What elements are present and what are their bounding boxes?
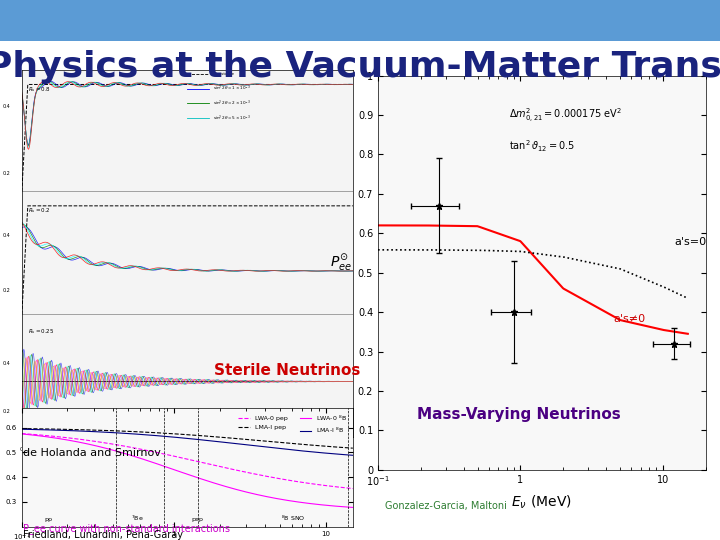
Text: Mass-Varying Neutrinos: Mass-Varying Neutrinos: [418, 407, 621, 422]
LWA-0 $^8$B: [348, 504, 357, 511]
LMA-I pep: [297, 441, 305, 448]
LMA-I pep: [17, 426, 26, 432]
LMA-I pep: [318, 443, 326, 449]
LWA-0 pep: [215, 463, 223, 469]
LMA-I pep: [220, 434, 229, 441]
Line: LWA-0 $^8$B: LWA-0 $^8$B: [22, 434, 353, 508]
LWA-0 pep: [19, 430, 27, 437]
Text: pep: pep: [192, 517, 203, 522]
Text: $\sin^2 2\theta=5\times10^{-3}$: $\sin^2 2\theta=5\times10^{-3}$: [212, 113, 251, 123]
LMA-I pep: [348, 445, 357, 451]
LWA-0 $^8$B: [213, 481, 222, 487]
LMA-I pep: [215, 434, 223, 440]
Text: $R_s=0.8$: $R_s=0.8$: [28, 85, 51, 94]
Text: Friedland, Lunardini, Pena-Garay: Friedland, Lunardini, Pena-Garay: [23, 530, 183, 540]
Text: $^8$B SNO: $^8$B SNO: [281, 514, 305, 523]
LWA-0 $^8$B: [215, 481, 223, 488]
Text: P_ee curve with non-standard interactions: P_ee curve with non-standard interaction…: [23, 523, 230, 534]
LMA-I pep: [19, 426, 27, 432]
Text: New Physics at the Vacuum-Matter Transition?: New Physics at the Vacuum-Matter Transit…: [0, 51, 720, 84]
LWA-0 $^8$B: [318, 502, 326, 508]
Text: $\tan^2\vartheta_{12}=0.5$: $\tan^2\vartheta_{12}=0.5$: [509, 139, 575, 154]
LWA-0 pep: [213, 463, 222, 469]
LWA-0 $^8$B: [17, 430, 26, 437]
Text: 0.4: 0.4: [3, 361, 11, 367]
Text: 0.4: 0.4: [3, 233, 11, 238]
LMA-I pep: [213, 434, 222, 440]
LMA-I $^8$B: [220, 439, 229, 446]
Text: 0.2: 0.2: [3, 409, 11, 414]
LMA-I $^8$B: [215, 438, 223, 445]
LWA-0 pep: [297, 479, 305, 485]
LMA-I $^8$B: [318, 449, 326, 456]
X-axis label: neutrino energy (MeV): neutrino energy (MeV): [148, 455, 227, 461]
Text: mix-sterile: mix-sterile: [212, 72, 235, 76]
Y-axis label: $P_{ee}^{\odot}$: $P_{ee}^{\odot}$: [330, 252, 352, 273]
LWA-0 $^8$B: [297, 499, 305, 505]
LMA-I $^8$B: [297, 448, 305, 454]
LWA-0 pep: [220, 464, 229, 471]
LMA-I $^8$B: [17, 426, 26, 433]
Text: $R_s=0.25$: $R_s=0.25$: [28, 327, 55, 336]
LWA-0 $^8$B: [220, 483, 229, 489]
X-axis label: $E_\nu\ \mathrm{(MeV)}$: $E_\nu\ \mathrm{(MeV)}$: [511, 494, 572, 511]
Text: $^7$Be: $^7$Be: [131, 514, 144, 523]
Text: Sterile Neutrinos: Sterile Neutrinos: [214, 363, 360, 378]
Text: $\sin^2 2\theta=2\times10^{-3}$: $\sin^2 2\theta=2\times10^{-3}$: [212, 99, 251, 108]
Line: LMA-I pep: LMA-I pep: [22, 429, 353, 448]
Line: LWA-0 pep: LWA-0 pep: [22, 434, 353, 489]
Line: LMA-I $^8$B: LMA-I $^8$B: [22, 429, 353, 455]
Text: $\Delta m^2_{0,21}=0.000175\ \mathrm{eV}^2$: $\Delta m^2_{0,21}=0.000175\ \mathrm{eV}…: [509, 107, 622, 125]
Text: $\sin^2 2\theta=1\times10^{-3}$: $\sin^2 2\theta=1\times10^{-3}$: [212, 84, 251, 93]
Text: pp: pp: [44, 517, 52, 522]
Text: Gonzalez-Garcia, Maltoni: Gonzalez-Garcia, Maltoni: [384, 501, 506, 511]
LWA-0 $^8$B: [19, 431, 27, 437]
LMA-I $^8$B: [348, 452, 357, 458]
Text: a's≠0: a's≠0: [613, 314, 646, 324]
LMA-I $^8$B: [19, 426, 27, 433]
LWA-0 pep: [17, 430, 26, 437]
LWA-0 pep: [348, 485, 357, 492]
LMA-I $^8$B: [213, 438, 222, 445]
Text: 0.2: 0.2: [3, 171, 11, 176]
Text: a's=0: a's=0: [674, 237, 706, 247]
Text: $R_s=0.2$: $R_s=0.2$: [28, 206, 51, 215]
Legend: LWA-0 pep, LMA-I pep, LWA-0 $^8$B, LMA-I $^8$B: LWA-0 pep, LMA-I pep, LWA-0 $^8$B, LMA-I…: [236, 411, 350, 437]
Text: de Holanda and Smirnov: de Holanda and Smirnov: [23, 448, 161, 458]
LWA-0 pep: [318, 482, 326, 488]
Text: 0.2: 0.2: [3, 288, 11, 293]
Text: 0.4: 0.4: [3, 104, 11, 110]
Y-axis label: $P_{ee}^{\odot}$: $P_{ee}^{\odot}$: [0, 453, 1, 467]
